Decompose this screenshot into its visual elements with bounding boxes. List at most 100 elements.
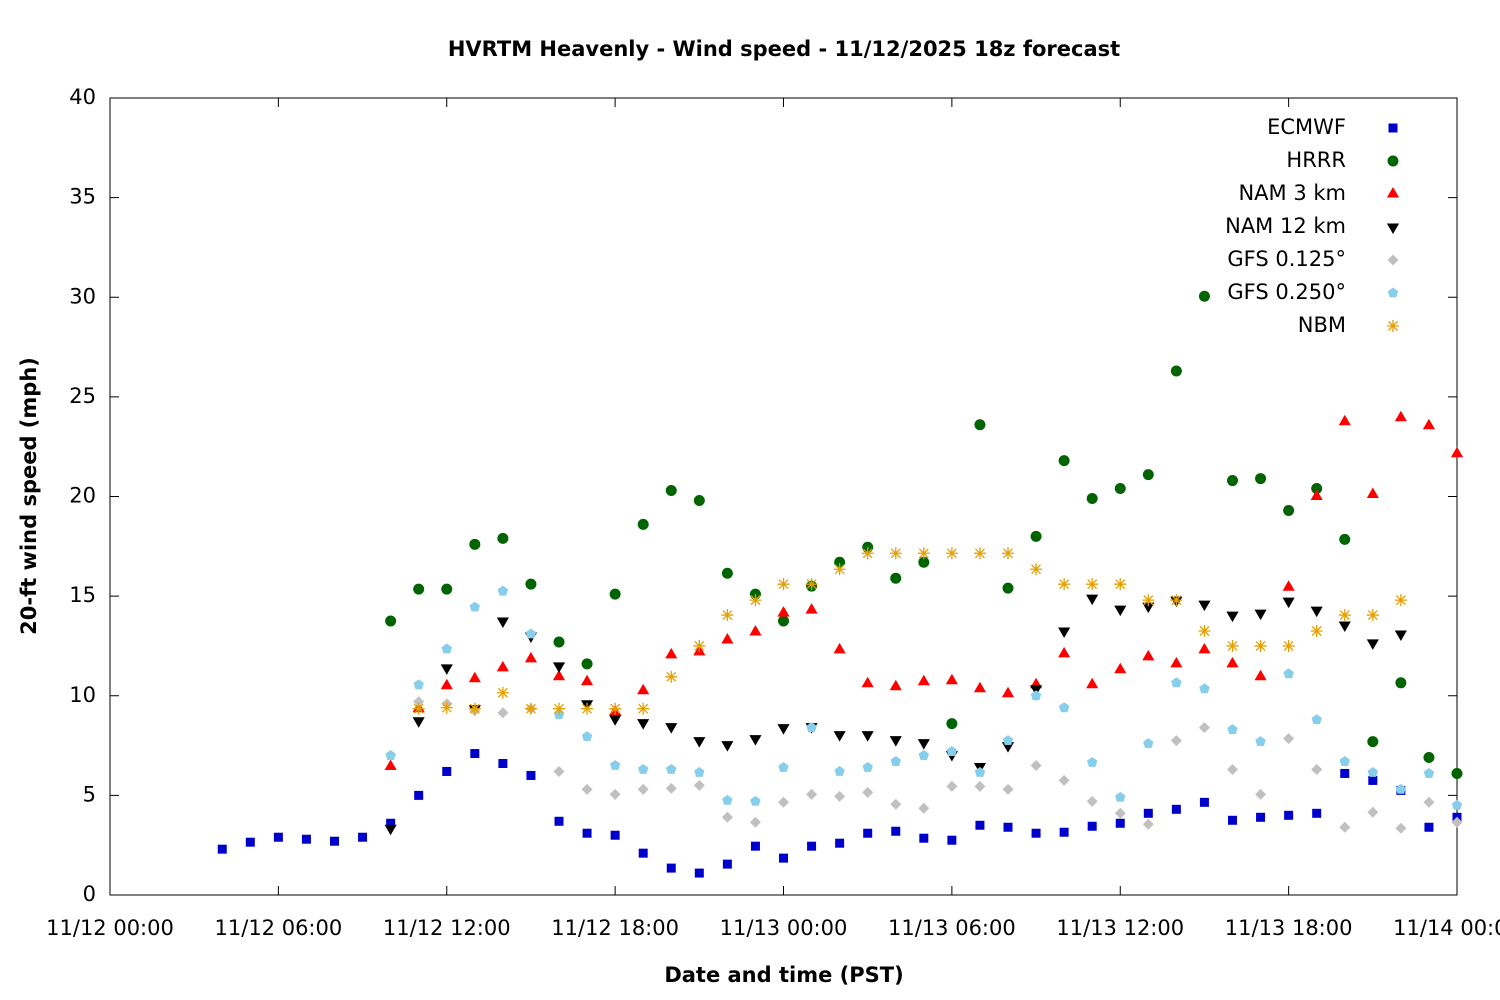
- data-point: [1451, 799, 1463, 810]
- data-point: [1368, 775, 1378, 785]
- data-point: [1115, 791, 1126, 802]
- data-point: [1086, 677, 1099, 689]
- data-point: [665, 670, 678, 683]
- data-point: [1366, 609, 1379, 622]
- data-point: [889, 547, 902, 560]
- data-point: [1143, 738, 1154, 748]
- data-point: [778, 796, 789, 808]
- y-tick-label: 40: [69, 85, 96, 109]
- data-point: [1030, 563, 1043, 576]
- data-point: [440, 678, 453, 690]
- data-point: [412, 717, 425, 728]
- data-point: [1199, 683, 1210, 694]
- data-point: [1283, 733, 1295, 745]
- data-point: [552, 669, 566, 681]
- data-point: [835, 838, 845, 848]
- data-point: [1310, 624, 1323, 637]
- data-point: [807, 841, 817, 851]
- legend-marker: [1387, 155, 1399, 167]
- data-point: [1142, 649, 1155, 661]
- data-point: [890, 572, 902, 584]
- data-point: [890, 798, 902, 810]
- data-point: [1340, 768, 1350, 778]
- data-point: [862, 762, 873, 772]
- data-point: [1423, 752, 1435, 764]
- data-point: [1311, 483, 1323, 495]
- data-point: [1087, 821, 1097, 831]
- data-point: [665, 723, 678, 734]
- data-point: [1367, 736, 1379, 748]
- data-point: [749, 625, 762, 636]
- data-point: [779, 853, 788, 863]
- data-point: [1338, 609, 1351, 622]
- data-point: [1170, 656, 1183, 668]
- legend-marker: [1387, 254, 1399, 266]
- data-point: [1366, 639, 1379, 650]
- data-point: [1311, 764, 1323, 775]
- data-point: [1338, 414, 1351, 426]
- data-point: [553, 636, 565, 648]
- data-point: [917, 674, 930, 686]
- legend-label: NAM 3 km: [1238, 181, 1346, 205]
- y-tick-label: 15: [69, 583, 96, 607]
- data-point: [581, 658, 593, 670]
- data-point: [301, 834, 311, 844]
- data-point: [1143, 808, 1153, 818]
- legend-marker: [1388, 123, 1398, 133]
- data-point: [1450, 446, 1464, 458]
- data-point: [778, 615, 789, 627]
- data-point: [525, 578, 537, 590]
- data-point: [1255, 473, 1267, 485]
- x-tick-label: 11/13 12:00: [1056, 916, 1184, 940]
- data-point: [1311, 714, 1322, 725]
- data-point: [414, 790, 424, 800]
- data-point: [1227, 475, 1238, 487]
- data-point: [1087, 757, 1098, 767]
- data-point: [1228, 815, 1237, 825]
- data-point: [721, 741, 734, 752]
- data-point: [890, 756, 901, 766]
- data-point: [637, 719, 650, 730]
- data-point: [1086, 578, 1099, 591]
- data-point: [1058, 578, 1071, 591]
- data-point: [834, 790, 846, 802]
- data-point: [777, 724, 790, 735]
- data-point: [553, 702, 565, 715]
- data-point: [1227, 764, 1238, 775]
- data-point: [637, 518, 649, 530]
- data-point: [778, 762, 789, 772]
- data-point: [805, 578, 818, 591]
- data-point: [945, 673, 958, 685]
- data-point: [496, 686, 509, 699]
- data-point: [891, 826, 901, 836]
- data-point: [975, 820, 985, 830]
- data-point: [497, 707, 509, 719]
- x-tick-label: 11/12 12:00: [383, 916, 511, 940]
- data-point: [469, 601, 480, 612]
- data-point: [1114, 605, 1127, 617]
- legend-label: NBM: [1298, 313, 1346, 337]
- data-point: [1394, 630, 1407, 641]
- data-point: [974, 780, 986, 792]
- y-tick-label: 20: [69, 484, 96, 508]
- data-point: [468, 671, 481, 683]
- data-point: [694, 767, 705, 777]
- data-point: [1422, 418, 1435, 430]
- data-point: [1282, 580, 1295, 591]
- data-point: [694, 868, 704, 878]
- data-point: [497, 585, 509, 596]
- x-tick-label: 11/14 00:00: [1393, 916, 1500, 940]
- data-point: [721, 811, 733, 823]
- data-point: [1256, 812, 1266, 822]
- data-point: [861, 731, 874, 742]
- data-point: [693, 779, 705, 791]
- x-tick-label: 11/13 18:00: [1225, 916, 1353, 940]
- data-point: [946, 780, 958, 792]
- data-point: [834, 766, 845, 776]
- data-point: [1198, 624, 1211, 637]
- data-point: [833, 731, 846, 742]
- data-point: [582, 828, 592, 838]
- data-point: [806, 722, 817, 733]
- data-point: [1339, 821, 1351, 833]
